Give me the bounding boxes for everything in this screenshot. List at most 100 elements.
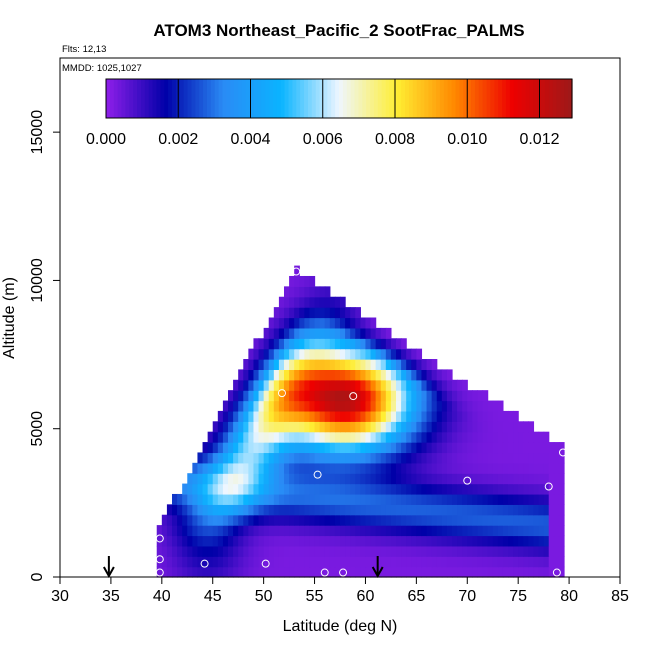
heatmap-cell [217,431,224,443]
heatmap-cell [396,566,402,578]
heatmap-cell [380,442,387,454]
heatmap-cell [416,462,423,474]
heatmap-cell [334,525,341,537]
heatmap-cell [222,535,229,547]
heatmap-cell [518,545,524,557]
heatmap-cell [385,359,392,370]
heatmap-cell [370,504,377,516]
heatmap-cell [222,504,229,516]
heatmap-cell [258,410,265,422]
heatmap-cell [340,317,346,329]
heatmap-cell [166,525,173,537]
heatmap-cell [457,473,463,485]
heatmap-cell [508,431,514,443]
heatmap-cell [487,556,494,568]
heatmap-cell [289,338,295,350]
heatmap-cell [497,525,504,537]
heatmap-cell [319,452,326,464]
heatmap-cell [233,379,239,391]
heatmap-cell [334,566,341,578]
heatmap-cell [396,535,402,547]
heatmap-cell [324,504,331,516]
heatmap-cell [207,452,214,464]
heatmap-cell [477,535,484,547]
heatmap-cell [416,410,423,422]
heatmap-cell [472,473,479,485]
heatmap-cell [502,566,509,578]
heatmap-cell [340,462,346,474]
heatmap-cell [538,545,545,557]
heatmap-cell [446,535,453,547]
heatmap-cell [370,421,377,433]
heatmap-cell [278,462,285,474]
heatmap-cell [487,410,494,422]
heatmap-cell [248,410,255,422]
heatmap-cell [319,493,326,505]
heatmap-cell [177,514,183,526]
heatmap-cell [156,535,163,547]
heatmap-cell [217,493,224,505]
heatmap-cell [294,338,300,350]
heatmap-cell [502,514,509,526]
heatmap-cell [289,390,295,402]
heatmap-cell [197,525,204,537]
heatmap-cell [268,410,275,422]
heatmap-cell [299,275,305,287]
heatmap-cell [202,483,209,495]
heatmap-cell [396,400,402,412]
heatmap-cell [309,525,316,537]
heatmap-cell [467,452,473,464]
heatmap-cell [278,390,285,402]
heatmap-cell [192,514,199,526]
heatmap-cell [258,400,265,412]
heatmap-cell [324,452,331,464]
heatmap-cell [370,535,377,547]
heatmap-cell [273,483,280,495]
heatmap-cell [497,473,504,485]
heatmap-cell [441,452,448,464]
heatmap-cell [385,369,392,381]
x-tick-label: 70 [458,588,476,605]
heatmap-cell [350,514,356,526]
heatmap-cell [523,545,529,557]
heatmap-cell [248,525,255,537]
heatmap-cell [482,410,489,422]
heatmap-cell [243,473,249,485]
heatmap-cell [365,379,372,391]
data-point [558,448,567,457]
heatmap-cell [452,545,458,557]
heatmap-cell [289,421,295,433]
heatmap-cell [355,369,361,381]
heatmap-cell [446,493,453,505]
heatmap-cell [177,493,183,505]
heatmap-cell [431,421,438,433]
heatmap-cell [401,525,407,537]
heatmap-cell [182,514,188,526]
heatmap-cell [492,545,499,557]
heatmap-cell [202,493,209,505]
heatmap-cell [253,525,260,537]
heatmap-cell [370,348,377,360]
x-tick-label: 60 [357,588,375,605]
heatmap-cell [340,359,346,370]
heatmap-cell [558,473,565,485]
heatmap-cell [462,379,468,391]
heatmap-cell [457,442,463,454]
heatmap-cell [263,493,270,505]
heatmap-cell [508,421,514,433]
heatmap-cell [355,514,361,526]
heatmap-cell [375,504,382,516]
heatmap-cell [452,473,458,485]
heatmap-cell [238,556,244,568]
heatmap-cell [533,566,540,578]
heatmap-cell [441,545,448,557]
heatmap-cell [278,359,285,370]
heatmap-cell [396,545,402,557]
heatmap-cell [523,504,529,516]
heatmap-cell [385,556,392,568]
heatmap-cell [304,307,311,319]
heatmap-cell [309,556,316,568]
heatmap-cell [228,545,234,557]
heatmap-cell [329,442,336,454]
heatmap-cell [477,462,484,474]
